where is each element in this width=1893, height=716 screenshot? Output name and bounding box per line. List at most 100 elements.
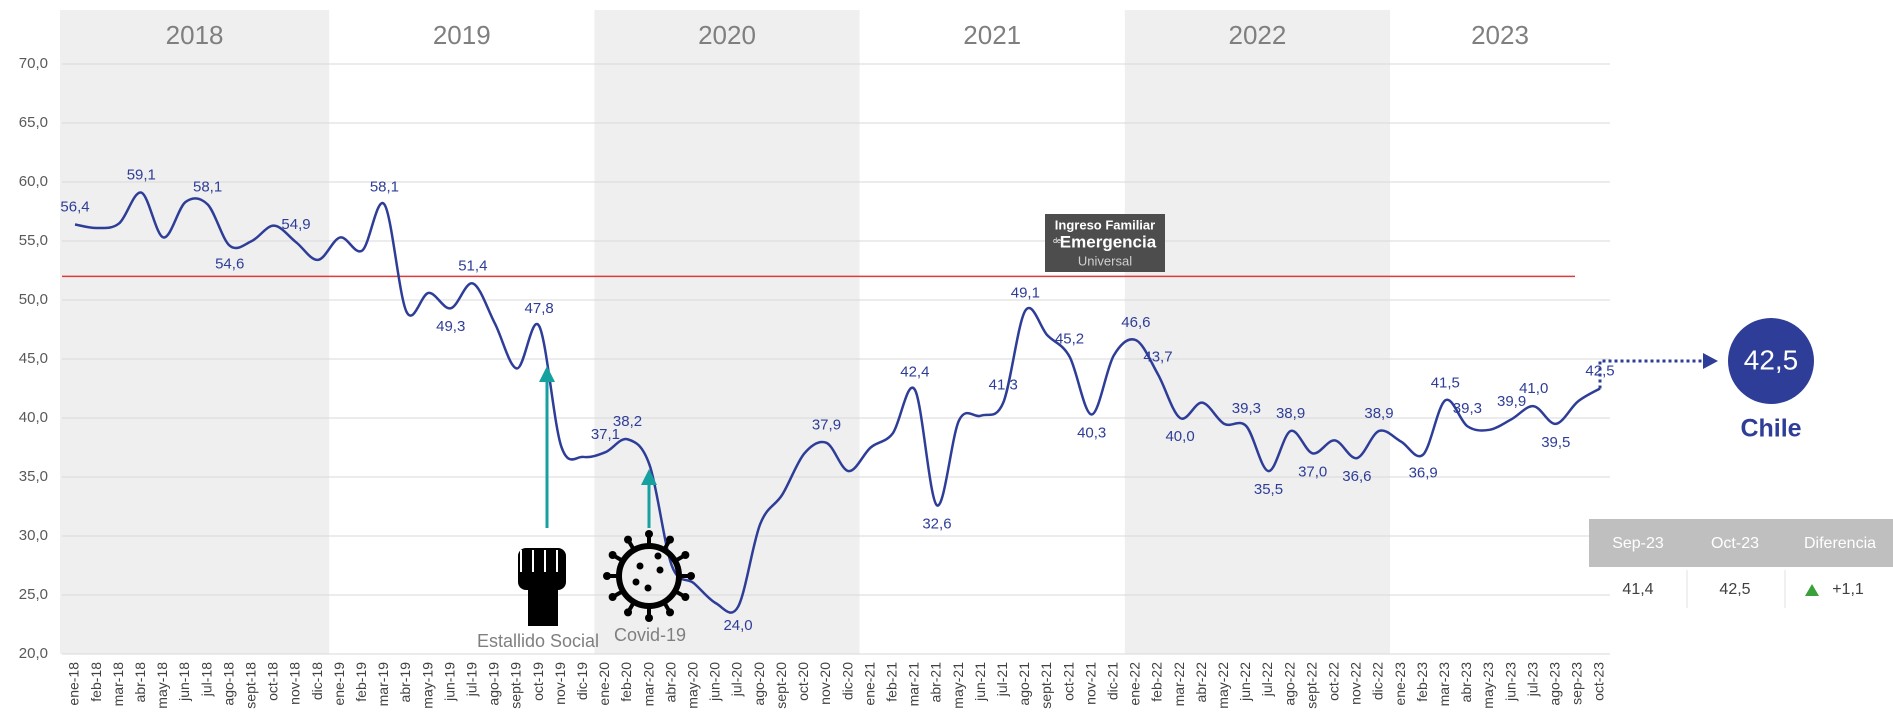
- data-label: 49,3: [436, 318, 465, 335]
- data-label: 39,3: [1232, 400, 1261, 417]
- year-band: [60, 10, 330, 654]
- year-label: 2022: [1229, 20, 1287, 50]
- virus-dot: [656, 566, 664, 574]
- x-tick-label: nov-22: [1348, 662, 1364, 705]
- logo-text: Emergencia: [1060, 232, 1157, 251]
- callout-circle: [1728, 318, 1814, 404]
- data-label: 37,0: [1298, 463, 1327, 480]
- year-band: [594, 10, 860, 654]
- virus-spike: [608, 593, 617, 601]
- data-label: 58,1: [370, 178, 399, 195]
- virus-spike: [624, 535, 632, 544]
- x-tick-label: sept-21: [1038, 662, 1054, 709]
- virus-spike: [666, 535, 674, 544]
- x-tick-label: feb-21: [883, 662, 899, 702]
- virus-spike: [645, 614, 653, 622]
- virus-spike: [603, 572, 611, 580]
- x-tick-label: may-22: [1215, 662, 1231, 709]
- y-tick-label: 25,0: [19, 586, 48, 603]
- fist-part: [518, 548, 566, 590]
- data-label: 46,6: [1121, 314, 1150, 331]
- x-tick-label: sept-20: [773, 662, 789, 709]
- y-tick-label: 40,0: [19, 409, 48, 426]
- x-tick-label: abr-21: [928, 662, 944, 703]
- x-tick-label: jul-18: [198, 662, 214, 697]
- data-label: 39,9: [1497, 393, 1526, 410]
- year-label: 2019: [433, 20, 491, 50]
- data-label: 43,7: [1143, 348, 1172, 365]
- x-tick-label: feb-23: [1414, 662, 1430, 702]
- x-tick-label: mar-21: [906, 662, 922, 707]
- fist-icon: [518, 548, 566, 626]
- x-tick-label: jun-22: [1237, 662, 1253, 702]
- x-tick-label: feb-20: [618, 662, 634, 702]
- table-cell: 42,5: [1719, 581, 1750, 598]
- x-tick-label: jun-19: [441, 662, 457, 702]
- virus-spike: [681, 551, 690, 559]
- data-label: 59,1: [127, 167, 156, 184]
- data-label: 40,0: [1165, 428, 1194, 445]
- year-label: 2018: [166, 20, 224, 50]
- virus-spike: [687, 572, 695, 580]
- data-label: 58,1: [193, 178, 222, 195]
- x-tick-label: oct-23: [1591, 662, 1607, 701]
- x-tick-label: oct-22: [1325, 662, 1341, 701]
- x-tick-label: abr-18: [132, 662, 148, 703]
- data-label: 38,9: [1364, 405, 1393, 422]
- x-tick-label: ene-20: [596, 662, 612, 706]
- virus-dot: [644, 584, 652, 592]
- y-tick-label: 20,0: [19, 645, 48, 662]
- virus-body: [616, 543, 682, 609]
- x-tick-label: mar-19: [375, 662, 391, 707]
- y-tick-label: 60,0: [19, 173, 48, 190]
- x-tick-label: may-23: [1480, 662, 1496, 709]
- virus-spike: [681, 593, 690, 601]
- x-tick-label: may-19: [419, 662, 435, 709]
- data-label: 36,6: [1342, 468, 1371, 485]
- y-tick-label: 50,0: [19, 291, 48, 308]
- data-label: 41,0: [1519, 380, 1548, 397]
- data-label: 51,4: [458, 257, 487, 274]
- data-label: 49,1: [1011, 285, 1040, 302]
- x-tick-label: jun-21: [972, 662, 988, 702]
- x-tick-label: feb-22: [1149, 662, 1165, 702]
- logo-text: Ingreso Familiar: [1055, 217, 1155, 232]
- x-tick-label: nov-20: [817, 662, 833, 705]
- x-tick-label: jul-22: [1259, 662, 1275, 697]
- virus-dot: [632, 578, 640, 586]
- x-tick-label: ene-22: [1127, 662, 1143, 706]
- data-label: 39,5: [1541, 434, 1570, 451]
- series-line: [74, 191, 1601, 614]
- x-tick-label: mar-22: [1171, 662, 1187, 707]
- x-tick-label: ago-19: [486, 662, 502, 706]
- year-label: 2021: [963, 20, 1021, 50]
- y-tick-label: 70,0: [19, 55, 48, 72]
- x-tick-label: ene-18: [66, 662, 82, 706]
- x-tick-label: jun-23: [1502, 662, 1518, 702]
- annotation-label: Covid-19: [614, 625, 686, 645]
- x-tick-label: nov-19: [552, 662, 568, 705]
- virus-spike: [645, 530, 653, 538]
- y-tick-label: 65,0: [19, 114, 48, 131]
- table-header-bg: [1589, 519, 1893, 567]
- virus-spike: [624, 608, 632, 617]
- x-tick-label: may-20: [685, 662, 701, 709]
- x-tick-label: nov-18: [287, 662, 303, 705]
- data-label: 39,3: [1453, 400, 1482, 417]
- x-tick-label: oct-20: [795, 662, 811, 701]
- x-tick-label: feb-18: [88, 662, 104, 702]
- x-tick-label: ago-22: [1281, 662, 1297, 706]
- x-tick-label: ago-18: [220, 662, 236, 706]
- data-label: 32,6: [922, 515, 951, 532]
- data-label: 35,5: [1254, 481, 1283, 498]
- y-tick-label: 45,0: [19, 350, 48, 367]
- callout-arrowhead: [1703, 353, 1718, 369]
- table-header: Sep-23: [1612, 535, 1664, 552]
- x-tick-label: may-18: [154, 662, 170, 709]
- data-label: 37,1: [591, 426, 620, 443]
- virus-spike: [608, 551, 617, 559]
- x-tick-label: abr-20: [662, 662, 678, 703]
- x-tick-label: jul-21: [994, 662, 1010, 697]
